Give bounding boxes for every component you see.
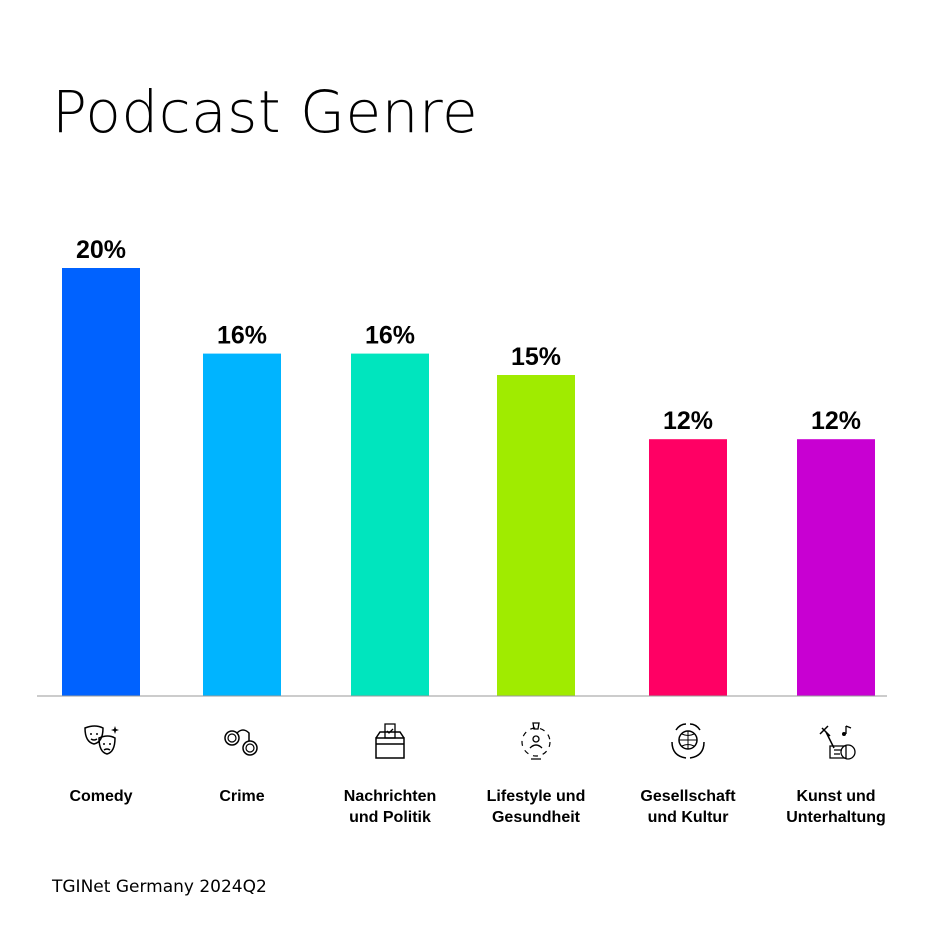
data-label: 12% xyxy=(811,407,861,435)
x-tick-label: Nachrichten und Politik xyxy=(315,786,465,828)
x-tick-label-line: Gesellschaft xyxy=(640,788,736,805)
x-tick-label-line: Comedy xyxy=(69,788,133,805)
data-label: 16% xyxy=(217,322,267,350)
x-tick-label-line: und Politik xyxy=(349,809,431,826)
x-tick-label-line: Lifestyle und xyxy=(486,788,586,805)
x-tick-label-line: Crime xyxy=(219,788,265,805)
chart-title: Podcast Genre xyxy=(52,78,479,146)
data-label: 16% xyxy=(365,322,415,350)
bar-4 xyxy=(497,375,575,696)
x-tick-label-line: und Kultur xyxy=(647,809,729,826)
x-tick-label: Kunst und Unterhaltung xyxy=(761,786,911,828)
bar-3 xyxy=(351,353,429,696)
x-tick-label: Lifestyle und Gesundheit xyxy=(461,786,611,828)
x-tick-label-line: Kunst und xyxy=(796,788,876,805)
bar-6 xyxy=(797,439,875,696)
lifestyle-health-icon xyxy=(514,720,558,764)
bar-1 xyxy=(62,268,140,696)
data-label: 15% xyxy=(511,343,561,371)
x-tick-label: Crime xyxy=(167,786,317,807)
bar-5 xyxy=(649,439,727,696)
ballot-box-icon xyxy=(368,720,412,764)
globe-hands-icon xyxy=(666,720,710,764)
handcuffs-icon xyxy=(220,720,264,764)
x-tick-label: Comedy xyxy=(26,786,176,807)
source-footnote: TGINet Germany 2024Q2 xyxy=(52,877,267,897)
x-tick-label-line: Nachrichten xyxy=(343,788,437,805)
art-music-icon xyxy=(814,720,858,764)
x-tick-label: Gesellschaft und Kultur xyxy=(613,786,763,828)
x-tick-label-line: Gesundheit xyxy=(491,809,580,826)
data-label: 12% xyxy=(663,407,713,435)
theater-masks-icon xyxy=(79,720,123,764)
x-tick-label-line: Unterhaltung xyxy=(786,809,886,826)
bar-2 xyxy=(203,353,281,696)
data-label: 20% xyxy=(76,236,126,264)
